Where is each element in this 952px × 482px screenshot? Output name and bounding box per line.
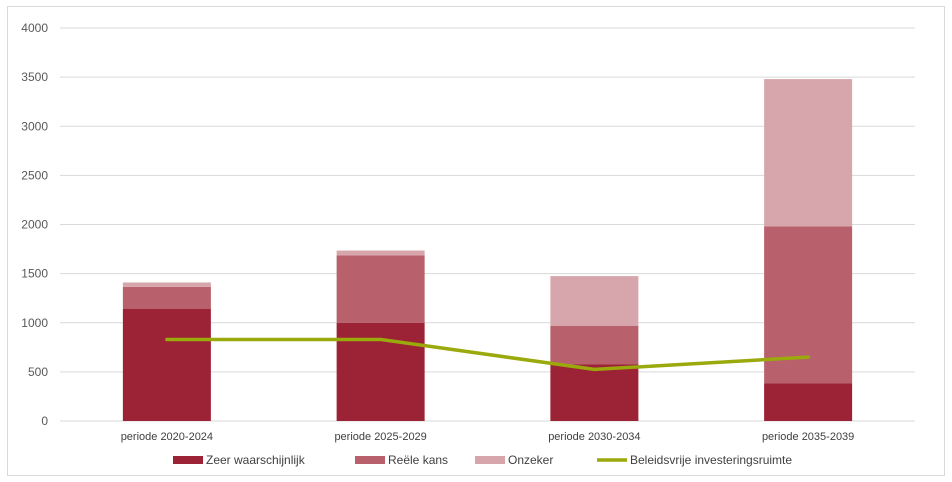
legend-label: Zeer waarschijnlijk (206, 453, 306, 467)
x-tick-label: periode 2025-2029 (334, 431, 426, 443)
bars (122, 79, 853, 421)
bar-segment (122, 286, 211, 309)
legend-label: Beleidsvrije investeringsruimte (630, 453, 792, 467)
x-axis-ticks: periode 2020-2024 periode 2025-2029 period… (121, 431, 855, 443)
legend-label: Reële kans (388, 453, 448, 467)
bar-segment (336, 322, 425, 421)
y-tick-label: 3000 (21, 119, 48, 133)
bar-segment (550, 276, 639, 326)
bar-segment (764, 79, 853, 227)
bar-segment (336, 250, 425, 256)
y-tick-label: 2000 (21, 218, 48, 232)
x-tick-label: periode 2030-2034 (548, 431, 640, 443)
y-tick-label: 1500 (21, 267, 48, 281)
y-tick-label: 2500 (21, 168, 48, 182)
y-tick-label: 500 (28, 365, 48, 379)
y-axis-ticks: 0 500 1000 1500 2000 2500 3000 3500 4000 (21, 21, 48, 428)
line-series-path (165, 337, 810, 372)
bar-segment (550, 364, 639, 421)
y-tick-label: 4000 (21, 21, 48, 35)
bar-segment (122, 308, 211, 421)
line-series (165, 337, 810, 372)
y-tick-label: 0 (41, 414, 48, 428)
x-tick-label: periode 2020-2024 (121, 431, 213, 443)
y-tick-label: 1000 (21, 316, 48, 330)
y-tick-label: 3500 (21, 70, 48, 84)
legend-swatch (475, 456, 505, 464)
legend-swatch (355, 456, 385, 464)
legend-swatch (173, 456, 203, 464)
bar-segment (550, 325, 639, 365)
bar-segment (764, 383, 853, 421)
legend-label: Onzeker (508, 453, 553, 467)
x-tick-label: periode 2035-2039 (762, 431, 854, 443)
bar-segment (336, 255, 425, 323)
bar-segment (122, 282, 211, 287)
legend: Zeer waarschijnlijk Reële kans Onzeker Bele… (173, 453, 792, 467)
